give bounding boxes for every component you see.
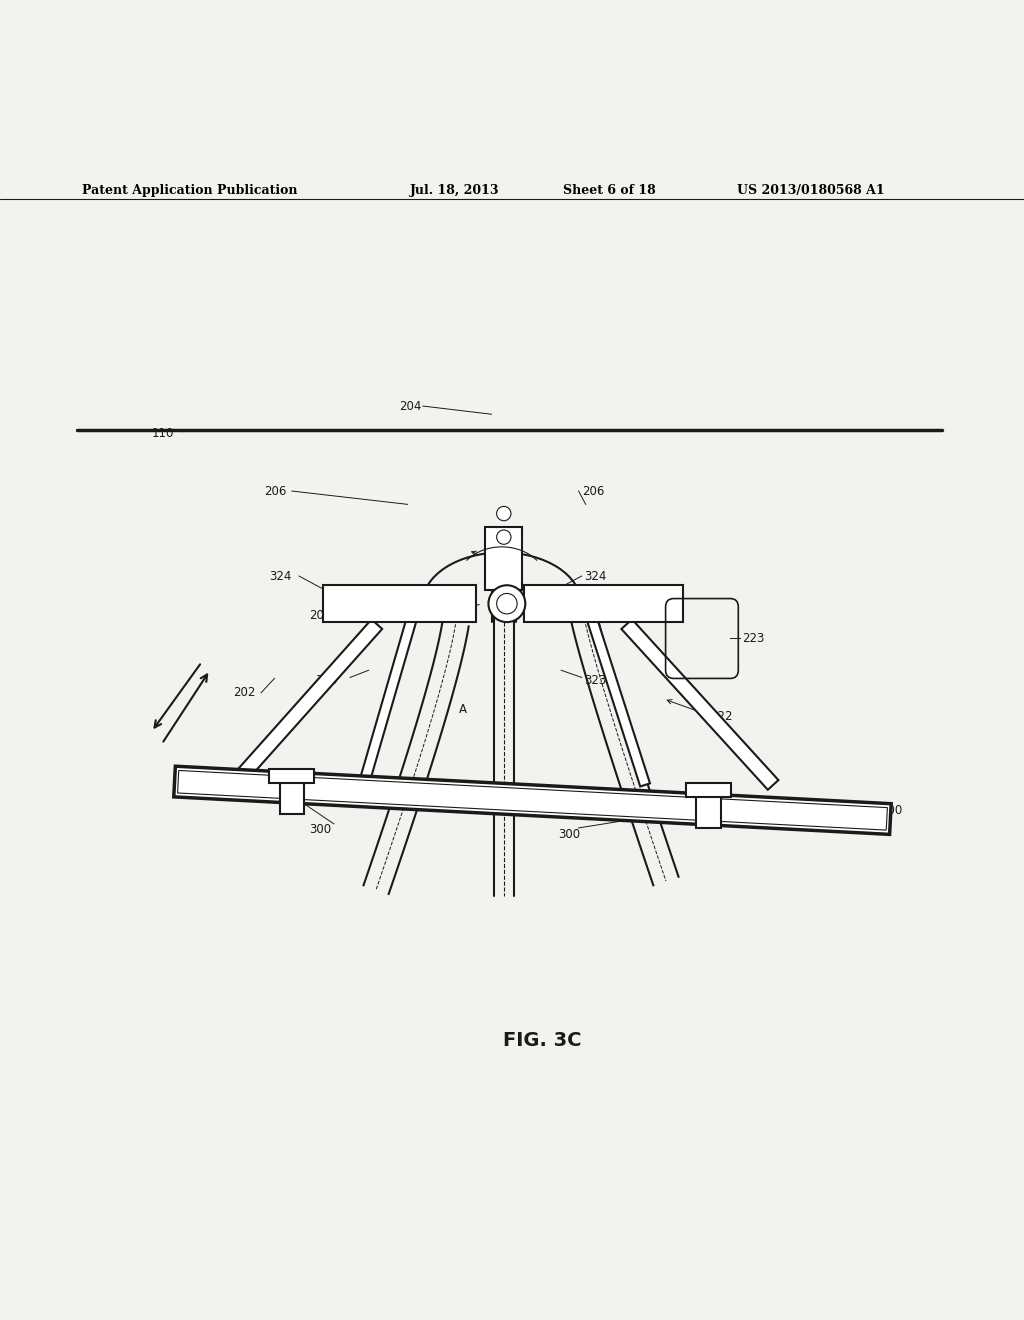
Text: 323: 323 xyxy=(315,675,338,686)
Bar xyxy=(323,585,476,622)
Bar xyxy=(485,527,522,590)
Text: 223: 223 xyxy=(742,632,765,645)
Polygon shape xyxy=(174,766,891,834)
Bar xyxy=(524,585,683,622)
Text: 300: 300 xyxy=(558,828,581,841)
Text: 205: 205 xyxy=(309,610,332,623)
Polygon shape xyxy=(622,619,778,789)
Text: Patent Application Publication: Patent Application Publication xyxy=(82,183,297,197)
Text: 324: 324 xyxy=(584,569,606,582)
Text: 202: 202 xyxy=(233,686,256,700)
Polygon shape xyxy=(358,618,417,787)
Text: A: A xyxy=(459,702,467,715)
Bar xyxy=(280,775,304,813)
Text: 323: 323 xyxy=(584,675,606,686)
Text: US 2013/0180568 A1: US 2013/0180568 A1 xyxy=(737,183,885,197)
Bar xyxy=(686,783,731,797)
Text: 100: 100 xyxy=(881,804,903,817)
Bar xyxy=(696,789,721,828)
Text: 205: 205 xyxy=(571,610,594,623)
Text: 201: 201 xyxy=(391,605,414,618)
Text: 300: 300 xyxy=(309,824,332,837)
Text: FIG. 3C: FIG. 3C xyxy=(504,1031,582,1051)
Polygon shape xyxy=(587,618,650,787)
Circle shape xyxy=(488,585,525,622)
Text: 222: 222 xyxy=(710,710,732,723)
Text: 324: 324 xyxy=(269,569,292,582)
Text: 206: 206 xyxy=(582,484,604,498)
Bar xyxy=(269,768,314,783)
Text: 325: 325 xyxy=(528,610,551,623)
Text: Jul. 18, 2013: Jul. 18, 2013 xyxy=(410,183,499,197)
Text: 206: 206 xyxy=(264,484,287,498)
Circle shape xyxy=(497,507,511,520)
Text: 204: 204 xyxy=(399,400,422,413)
Text: 110: 110 xyxy=(152,428,174,440)
Circle shape xyxy=(497,529,511,544)
Text: Sheet 6 of 18: Sheet 6 of 18 xyxy=(563,183,656,197)
Polygon shape xyxy=(228,619,382,789)
